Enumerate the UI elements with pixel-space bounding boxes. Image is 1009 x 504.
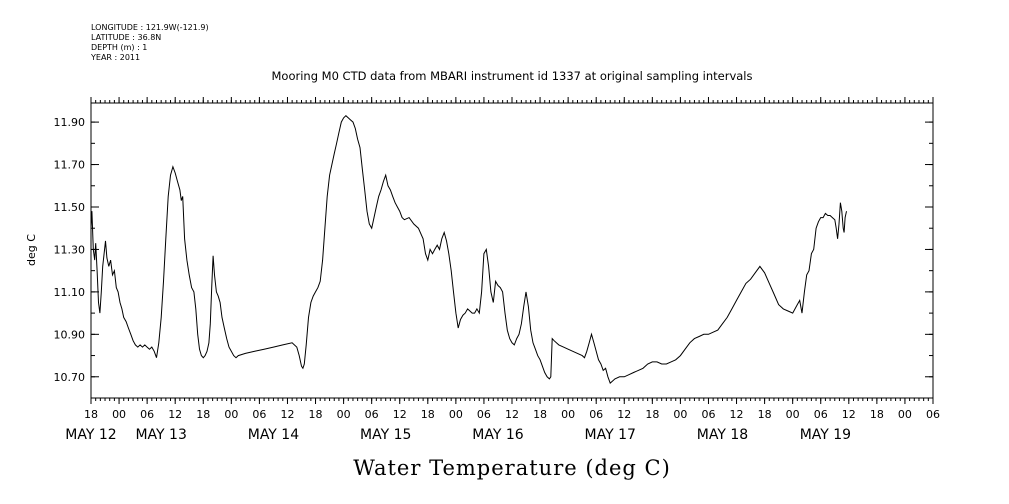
x-hour-label: 18 [758, 408, 772, 421]
x-hour-label: 12 [168, 408, 182, 421]
x-date-label: MAY 12 [65, 427, 116, 443]
x-hour-label: 06 [589, 408, 603, 421]
x-hour-label: 00 [449, 408, 463, 421]
x-date-label: MAY 18 [697, 427, 748, 443]
x-hour-label: 12 [730, 408, 744, 421]
x-hour-label: 00 [337, 408, 351, 421]
x-hour-label: 12 [617, 408, 631, 421]
x-hour-label: 18 [533, 408, 547, 421]
x-hour-label: 06 [814, 408, 828, 421]
x-hour-label: 06 [365, 408, 379, 421]
x-date-label: MAY 19 [800, 427, 851, 443]
x-date-label: MAY 14 [248, 427, 299, 443]
x-hour-label: 06 [140, 408, 154, 421]
x-date-label: MAY 16 [472, 427, 523, 443]
x-hour-label: 12 [393, 408, 407, 421]
y-tick-label: 10.70 [54, 371, 86, 384]
x-axis-title: Water Temperature (deg C) [353, 456, 671, 480]
y-axis-ticks: 10.70 10.90 11.10 11.30 11.50 11.70 11.90 [54, 116, 933, 399]
x-hour-label: 18 [870, 408, 884, 421]
x-hour-label: 18 [645, 408, 659, 421]
series-layer [90, 115, 847, 384]
x-hour-label: 06 [701, 408, 715, 421]
plot-frame [90, 102, 934, 399]
x-date-label: MAY 17 [585, 427, 636, 443]
chart-title: Mooring M0 CTD data from MBARI instrumen… [272, 69, 753, 83]
x-hour-label: 18 [421, 408, 435, 421]
x-hour-label: 00 [786, 408, 800, 421]
year-label: YEAR : 2011 [90, 53, 140, 62]
x-hour-label: 12 [280, 408, 294, 421]
y-tick-label: 10.90 [54, 328, 86, 341]
y-tick-label: 11.50 [54, 201, 86, 214]
x-hour-label: 06 [477, 408, 491, 421]
x-date-label: MAY 15 [360, 427, 411, 443]
y-tick-label: 11.90 [54, 116, 86, 129]
x-hour-label: 12 [842, 408, 856, 421]
x-hour-label: 00 [112, 408, 126, 421]
y-tick-label: 11.10 [54, 286, 86, 299]
x-hour-label: 18 [84, 408, 98, 421]
latitude-label: LATITUDE : 36.8N [91, 33, 161, 42]
x-hour-label: 06 [926, 408, 940, 421]
x-date-label: MAY 13 [135, 427, 186, 443]
y-axis-label: deg C [25, 234, 38, 266]
x-hour-label: 18 [196, 408, 210, 421]
x-hour-label: 18 [309, 408, 323, 421]
x-hour-label: 00 [898, 408, 912, 421]
x-hour-label: 00 [224, 408, 238, 421]
x-hour-label: 12 [505, 408, 519, 421]
series-line [90, 115, 847, 384]
x-axis-ticks: 18 00 06 12 18 00 06 12 18 00 06 12 18 00 06 12 18 00 06 12… [65, 97, 940, 443]
y-tick-label: 11.30 [54, 243, 86, 256]
longitude-label: LONGITUDE : 121.9W(-121.9) [91, 23, 209, 32]
x-hour-label: 00 [673, 408, 687, 421]
x-hour-label: 06 [252, 408, 266, 421]
y-tick-label: 11.70 [54, 159, 86, 172]
depth-label: DEPTH (m) : 1 [91, 43, 147, 52]
x-hour-label: 00 [561, 408, 575, 421]
